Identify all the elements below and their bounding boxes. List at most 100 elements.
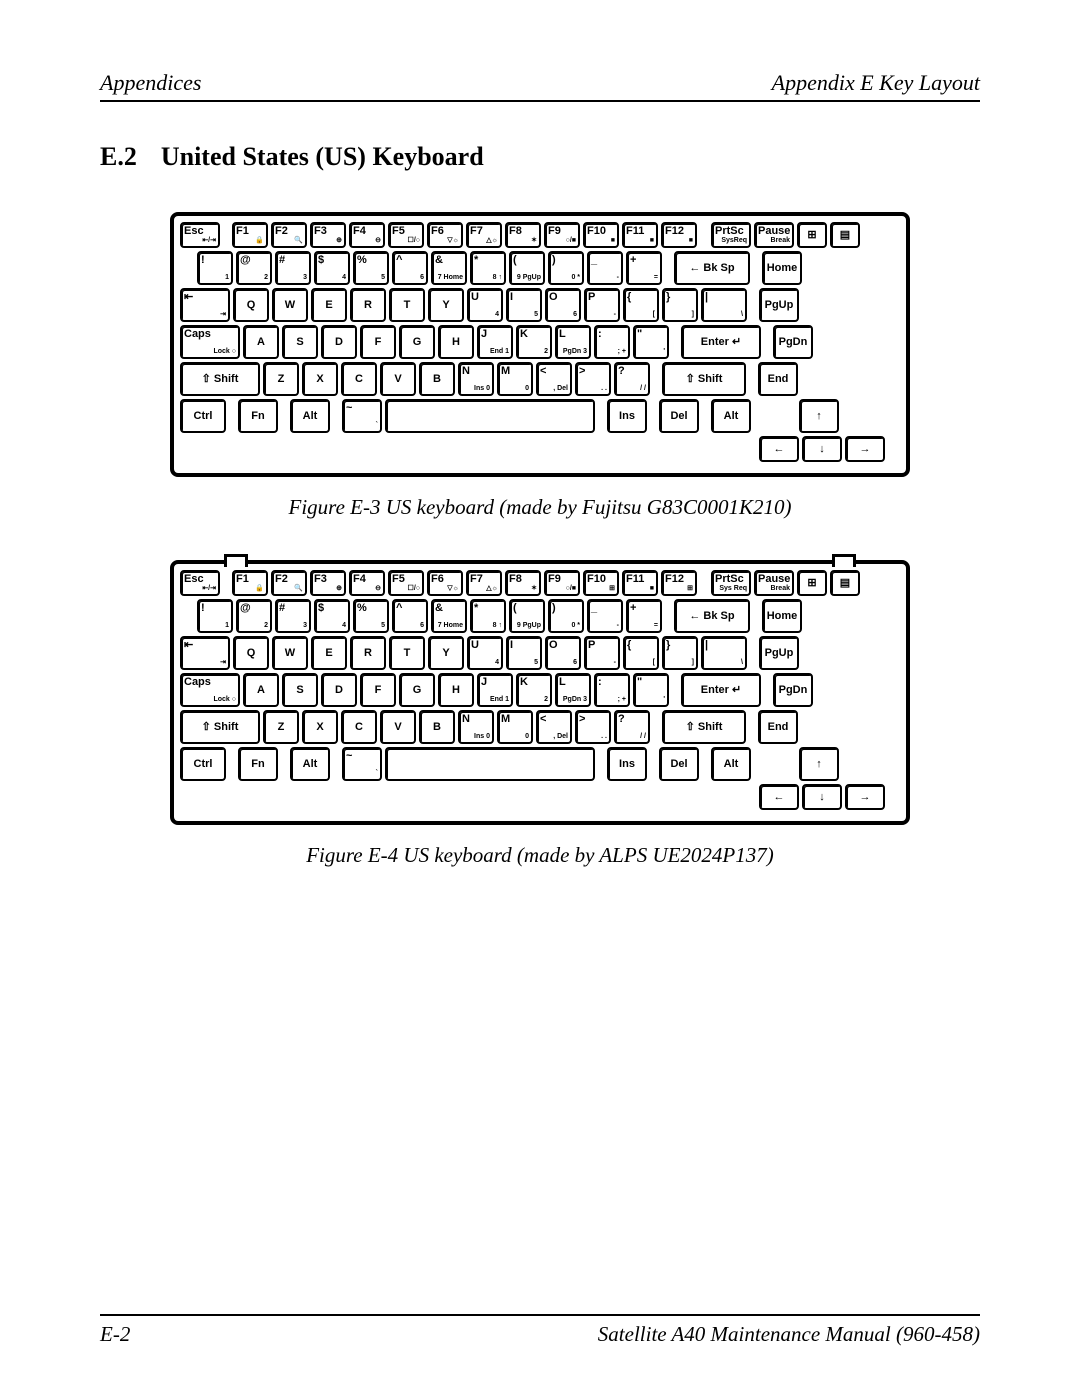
key: G <box>399 673 435 707</box>
page: Appendices Appendix E Key Layout E.2Unit… <box>0 0 1080 1397</box>
key: ~` <box>342 399 382 433</box>
figure-e4-caption: Figure E-4 US keyboard (made by ALPS UE2… <box>100 843 980 868</box>
key: W <box>272 636 308 670</box>
key: }] <box>662 636 698 670</box>
key: Y <box>428 288 464 322</box>
key: PgDn <box>773 673 813 707</box>
keyboard-row: CtrlFnAlt~` InsDelAlt↑ <box>180 747 900 781</box>
key: F11■ <box>622 570 658 596</box>
key: S <box>282 325 318 359</box>
key: "' <box>633 673 669 707</box>
key: Home <box>762 251 802 285</box>
key: F12⊞ <box>661 570 697 596</box>
key: F10■ <box>583 222 619 248</box>
key: F6▽☼ <box>427 570 463 596</box>
key: Ins <box>607 399 647 433</box>
key: ^6 <box>392 251 428 285</box>
key: (9 PgUp <box>509 251 545 285</box>
key: P- <box>584 288 620 322</box>
key: H <box>438 673 474 707</box>
key: PgDn <box>773 325 813 359</box>
key: F4⊖ <box>349 570 385 596</box>
key: ⊞ <box>797 222 827 248</box>
key: F6▽☼ <box>427 222 463 248</box>
key: F11■ <box>622 222 658 248</box>
keyboard-alps: Esc⇤/⇥F1🔒F2🔍F3⊕F4⊖F5☐/○F6▽☼F7△☼F8✶F9○/■F… <box>170 560 910 825</box>
key: V <box>380 362 416 396</box>
key: _- <box>587 251 623 285</box>
key: Ctrl <box>180 399 226 433</box>
key: PgUp <box>759 288 799 322</box>
footer-page-number: E-2 <box>100 1322 130 1347</box>
key: JEnd 1 <box>477 325 513 359</box>
key: += <box>626 251 662 285</box>
key: @2 <box>236 599 272 633</box>
key: R <box>350 636 386 670</box>
key: &7 Home <box>431 599 467 633</box>
keyboard-row: Esc⇤/⇥F1🔒F2🔍F3⊕F4⊖F5☐/○F6▽☼F7△☼F8✶F9○/■F… <box>180 222 900 248</box>
key: #3 <box>275 599 311 633</box>
keyboard-row: !1@2#3$4%5^6&7 Home*8 ↑(9 PgUp)0 *_-+=← … <box>180 599 900 633</box>
key: ↑ <box>799 747 839 781</box>
key: K2 <box>516 673 552 707</box>
key: M0 <box>497 362 533 396</box>
key: D <box>321 325 357 359</box>
key: F <box>360 325 396 359</box>
key: T <box>389 288 425 322</box>
keyboard-row: ⇤⇥QWERTYU4I5O6P-{[}]|\PgUp <box>180 636 900 670</box>
key: %5 <box>353 599 389 633</box>
key: Enter ↵ <box>681 325 761 359</box>
key: Ctrl <box>180 747 226 781</box>
key: End <box>758 710 798 744</box>
key: PrtScSys Req <box>711 570 751 596</box>
section-heading: United States (US) Keyboard <box>161 142 484 171</box>
key: F1🔒 <box>232 570 268 596</box>
keyboard-row: ⇧ ShiftZXCVBNIns 0M0<, Del>. .?/ /⇧ Shif… <box>180 362 900 396</box>
keyboard-row: Esc⇤/⇥F1🔒F2🔍F3⊕F4⊖F5☐/○F6▽☼F7△☼F8✶F9○/■F… <box>180 570 900 596</box>
key: Q <box>233 636 269 670</box>
key: <, Del <box>536 710 572 744</box>
key: F2🔍 <box>271 570 307 596</box>
key: += <box>626 599 662 633</box>
key: %5 <box>353 251 389 285</box>
key: :; + <box>594 673 630 707</box>
key: PauseBreak <box>754 222 794 248</box>
key: Ins <box>607 747 647 781</box>
key: C <box>341 362 377 396</box>
key: B <box>419 362 455 396</box>
key: NIns 0 <box>458 710 494 744</box>
key: Q <box>233 288 269 322</box>
key: I5 <box>506 288 542 322</box>
key: ⇤⇥ <box>180 636 230 670</box>
key: Z <box>263 362 299 396</box>
key: LPgDn 3 <box>555 673 591 707</box>
key: X <box>302 710 338 744</box>
key: ⇧ Shift <box>180 362 260 396</box>
key: JEnd 1 <box>477 673 513 707</box>
key: F5☐/○ <box>388 222 424 248</box>
keyboard-row: CapsLock ○ASDFGHJEnd 1K2LPgDn 3:; +"'Ent… <box>180 325 900 359</box>
key: F1🔒 <box>232 222 268 248</box>
key: ⊞ <box>797 570 827 596</box>
key: ← Bk Sp <box>674 599 750 633</box>
header-right: Appendix E Key Layout <box>772 70 980 96</box>
key: ?/ / <box>614 362 650 396</box>
key: ▤ <box>830 570 860 596</box>
figure-e4: Esc⇤/⇥F1🔒F2🔍F3⊕F4⊖F5☐/○F6▽☼F7△☼F8✶F9○/■F… <box>100 560 980 868</box>
key: A <box>243 325 279 359</box>
key: !1 <box>197 251 233 285</box>
key: → <box>845 436 885 462</box>
key: |\ <box>701 288 747 322</box>
key: ▤ <box>830 222 860 248</box>
key: F12■ <box>661 222 697 248</box>
key: S <box>282 673 318 707</box>
key: NIns 0 <box>458 362 494 396</box>
key: Enter ↵ <box>681 673 761 707</box>
key: H <box>438 325 474 359</box>
key: End <box>758 362 798 396</box>
key: ⇧ Shift <box>180 710 260 744</box>
key: ?/ / <box>614 710 650 744</box>
key: F9○/■ <box>544 570 580 596</box>
key: → <box>845 784 885 810</box>
key: Alt <box>290 399 330 433</box>
